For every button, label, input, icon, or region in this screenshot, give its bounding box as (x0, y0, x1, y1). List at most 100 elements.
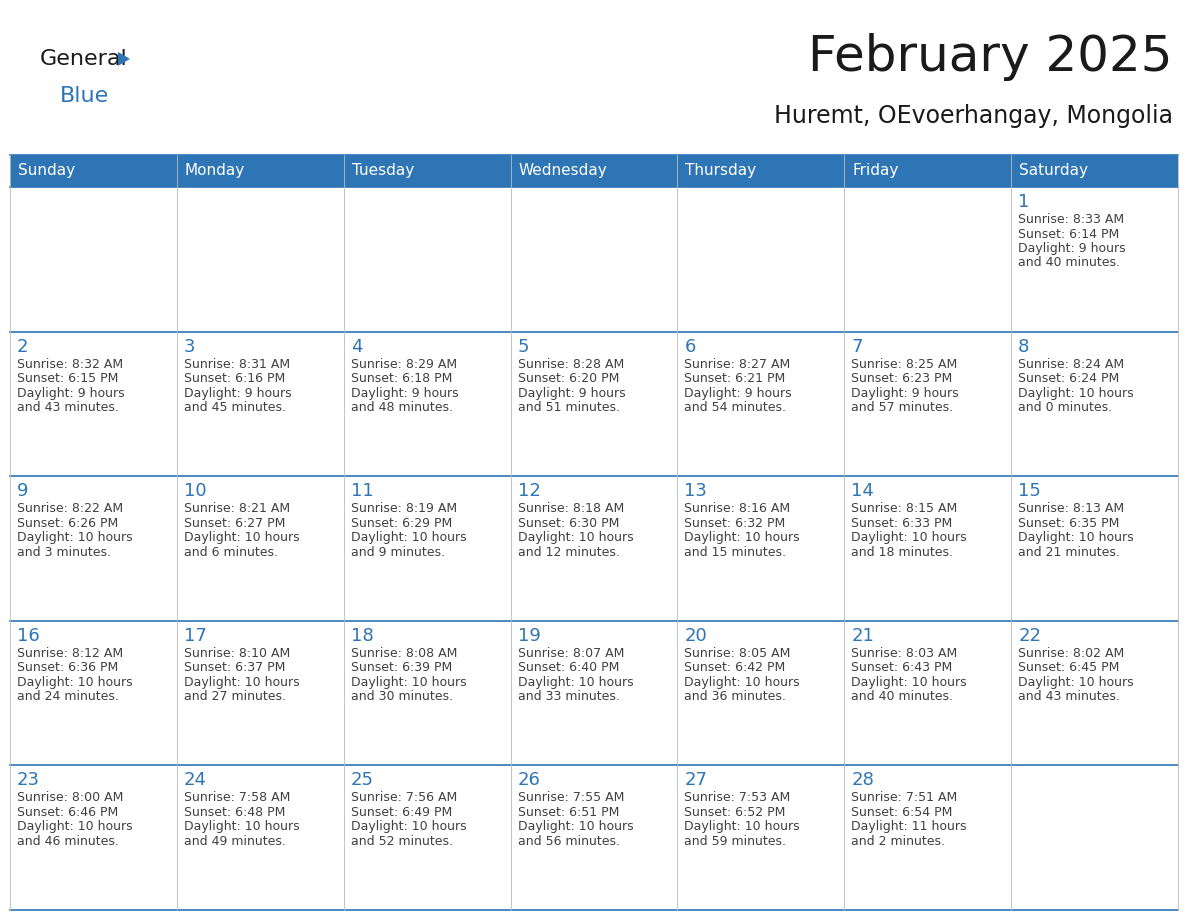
Bar (10, 621, 1178, 766)
Text: Sunrise: 8:15 AM: Sunrise: 8:15 AM (852, 502, 958, 515)
Text: 2: 2 (17, 338, 29, 355)
Text: General: General (40, 49, 128, 69)
Text: and 40 minutes.: and 40 minutes. (852, 690, 953, 703)
Text: and 43 minutes.: and 43 minutes. (1018, 690, 1120, 703)
Text: Daylight: 9 hours: Daylight: 9 hours (350, 386, 459, 399)
Text: Daylight: 10 hours: Daylight: 10 hours (518, 676, 633, 688)
Text: and 49 minutes.: and 49 minutes. (184, 834, 286, 848)
Text: Sunset: 6:35 PM: Sunset: 6:35 PM (1018, 517, 1119, 530)
Text: Sunday: Sunday (18, 163, 75, 178)
Text: Sunset: 6:39 PM: Sunset: 6:39 PM (350, 661, 451, 675)
Text: Tuesday: Tuesday (352, 163, 413, 178)
Text: Sunset: 6:51 PM: Sunset: 6:51 PM (518, 806, 619, 819)
Text: Sunset: 6:52 PM: Sunset: 6:52 PM (684, 806, 785, 819)
Text: and 9 minutes.: and 9 minutes. (350, 545, 444, 559)
Text: Sunset: 6:16 PM: Sunset: 6:16 PM (184, 372, 285, 385)
Text: Daylight: 10 hours: Daylight: 10 hours (684, 676, 800, 688)
Text: Sunset: 6:49 PM: Sunset: 6:49 PM (350, 806, 451, 819)
Text: Sunset: 6:29 PM: Sunset: 6:29 PM (350, 517, 451, 530)
Text: and 51 minutes.: and 51 minutes. (518, 401, 620, 414)
Text: and 21 minutes.: and 21 minutes. (1018, 545, 1120, 559)
Text: and 59 minutes.: and 59 minutes. (684, 834, 786, 848)
Text: Friday: Friday (852, 163, 898, 178)
Text: Sunrise: 8:16 AM: Sunrise: 8:16 AM (684, 502, 790, 515)
Text: Sunrise: 8:33 AM: Sunrise: 8:33 AM (1018, 213, 1124, 226)
Text: 10: 10 (184, 482, 207, 500)
Text: Sunrise: 8:08 AM: Sunrise: 8:08 AM (350, 647, 457, 660)
Text: Daylight: 10 hours: Daylight: 10 hours (852, 676, 967, 688)
Text: Daylight: 9 hours: Daylight: 9 hours (184, 386, 291, 399)
Text: Daylight: 10 hours: Daylight: 10 hours (684, 821, 800, 834)
Text: 25: 25 (350, 771, 374, 789)
Text: 9: 9 (17, 482, 29, 500)
Text: and 18 minutes.: and 18 minutes. (852, 545, 953, 559)
Text: Sunrise: 8:28 AM: Sunrise: 8:28 AM (518, 358, 624, 371)
Text: Daylight: 10 hours: Daylight: 10 hours (1018, 386, 1133, 399)
Text: and 12 minutes.: and 12 minutes. (518, 545, 619, 559)
Text: Sunrise: 8:12 AM: Sunrise: 8:12 AM (17, 647, 124, 660)
Text: Sunrise: 7:51 AM: Sunrise: 7:51 AM (852, 791, 958, 804)
Text: Sunset: 6:27 PM: Sunset: 6:27 PM (184, 517, 285, 530)
Text: Daylight: 10 hours: Daylight: 10 hours (518, 532, 633, 544)
Text: Daylight: 9 hours: Daylight: 9 hours (852, 386, 959, 399)
Text: 22: 22 (1018, 627, 1041, 644)
Text: Sunset: 6:54 PM: Sunset: 6:54 PM (852, 806, 953, 819)
Text: Sunset: 6:23 PM: Sunset: 6:23 PM (852, 372, 953, 385)
Bar (10, 766, 1178, 910)
Text: Sunrise: 8:27 AM: Sunrise: 8:27 AM (684, 358, 791, 371)
Text: Sunrise: 8:21 AM: Sunrise: 8:21 AM (184, 502, 290, 515)
Text: Daylight: 10 hours: Daylight: 10 hours (17, 676, 133, 688)
Text: Daylight: 10 hours: Daylight: 10 hours (350, 676, 467, 688)
Text: 5: 5 (518, 338, 529, 355)
Text: and 2 minutes.: and 2 minutes. (852, 834, 946, 848)
Text: Daylight: 10 hours: Daylight: 10 hours (852, 532, 967, 544)
Text: Daylight: 10 hours: Daylight: 10 hours (350, 532, 467, 544)
Text: Sunset: 6:14 PM: Sunset: 6:14 PM (1018, 228, 1119, 241)
Text: and 33 minutes.: and 33 minutes. (518, 690, 619, 703)
Bar (10, 155, 1178, 187)
Bar (10, 331, 1178, 476)
Text: Sunrise: 8:32 AM: Sunrise: 8:32 AM (17, 358, 124, 371)
Bar (10, 476, 1178, 621)
Text: 3: 3 (184, 338, 195, 355)
Text: 12: 12 (518, 482, 541, 500)
Text: Daylight: 10 hours: Daylight: 10 hours (184, 676, 299, 688)
Text: Sunset: 6:15 PM: Sunset: 6:15 PM (17, 372, 119, 385)
Text: 21: 21 (852, 627, 874, 644)
Text: 26: 26 (518, 771, 541, 789)
Text: Sunrise: 7:53 AM: Sunrise: 7:53 AM (684, 791, 791, 804)
Text: Sunset: 6:18 PM: Sunset: 6:18 PM (350, 372, 453, 385)
Text: Sunset: 6:30 PM: Sunset: 6:30 PM (518, 517, 619, 530)
Text: Daylight: 10 hours: Daylight: 10 hours (350, 821, 467, 834)
Text: Daylight: 9 hours: Daylight: 9 hours (684, 386, 792, 399)
Text: and 30 minutes.: and 30 minutes. (350, 690, 453, 703)
Text: and 27 minutes.: and 27 minutes. (184, 690, 286, 703)
Text: Daylight: 11 hours: Daylight: 11 hours (852, 821, 967, 834)
Text: and 36 minutes.: and 36 minutes. (684, 690, 786, 703)
Text: Sunset: 6:26 PM: Sunset: 6:26 PM (17, 517, 119, 530)
Text: Sunrise: 8:19 AM: Sunrise: 8:19 AM (350, 502, 457, 515)
Text: and 24 minutes.: and 24 minutes. (17, 690, 119, 703)
Text: 15: 15 (1018, 482, 1041, 500)
Text: Sunset: 6:48 PM: Sunset: 6:48 PM (184, 806, 285, 819)
Text: Sunset: 6:21 PM: Sunset: 6:21 PM (684, 372, 785, 385)
Text: Sunset: 6:42 PM: Sunset: 6:42 PM (684, 661, 785, 675)
Text: and 57 minutes.: and 57 minutes. (852, 401, 954, 414)
Text: Sunset: 6:36 PM: Sunset: 6:36 PM (17, 661, 119, 675)
Text: Daylight: 10 hours: Daylight: 10 hours (684, 532, 800, 544)
Text: Sunset: 6:40 PM: Sunset: 6:40 PM (518, 661, 619, 675)
Text: 19: 19 (518, 627, 541, 644)
Text: and 46 minutes.: and 46 minutes. (17, 834, 119, 848)
Text: and 45 minutes.: and 45 minutes. (184, 401, 286, 414)
Text: Sunset: 6:33 PM: Sunset: 6:33 PM (852, 517, 953, 530)
Text: Sunrise: 8:25 AM: Sunrise: 8:25 AM (852, 358, 958, 371)
Text: 8: 8 (1018, 338, 1030, 355)
Text: Sunrise: 7:56 AM: Sunrise: 7:56 AM (350, 791, 457, 804)
Text: 1: 1 (1018, 193, 1030, 211)
Text: Daylight: 10 hours: Daylight: 10 hours (1018, 532, 1133, 544)
Text: 24: 24 (184, 771, 207, 789)
Text: Sunset: 6:24 PM: Sunset: 6:24 PM (1018, 372, 1119, 385)
Text: Sunrise: 8:24 AM: Sunrise: 8:24 AM (1018, 358, 1124, 371)
Text: Sunrise: 8:03 AM: Sunrise: 8:03 AM (852, 647, 958, 660)
Text: Sunrise: 8:10 AM: Sunrise: 8:10 AM (184, 647, 290, 660)
